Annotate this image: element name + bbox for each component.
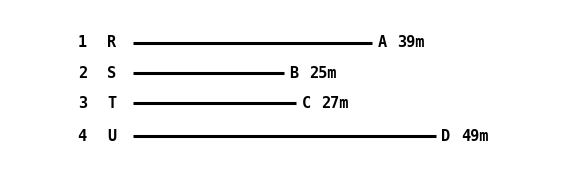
Text: 2: 2 xyxy=(78,66,87,81)
Text: 25m: 25m xyxy=(309,66,336,81)
Text: 3: 3 xyxy=(78,96,87,111)
Text: D: D xyxy=(441,129,450,144)
Text: U: U xyxy=(107,129,116,144)
Text: S: S xyxy=(107,66,116,81)
Text: B: B xyxy=(289,66,298,81)
Text: C: C xyxy=(302,96,311,111)
Text: T: T xyxy=(107,96,116,111)
Text: 1: 1 xyxy=(78,35,87,50)
Text: A: A xyxy=(378,35,387,50)
Text: 49m: 49m xyxy=(461,129,488,144)
Text: 27m: 27m xyxy=(321,96,349,111)
Text: R: R xyxy=(107,35,116,50)
Text: 4: 4 xyxy=(78,129,87,144)
Text: 39m: 39m xyxy=(397,35,425,50)
